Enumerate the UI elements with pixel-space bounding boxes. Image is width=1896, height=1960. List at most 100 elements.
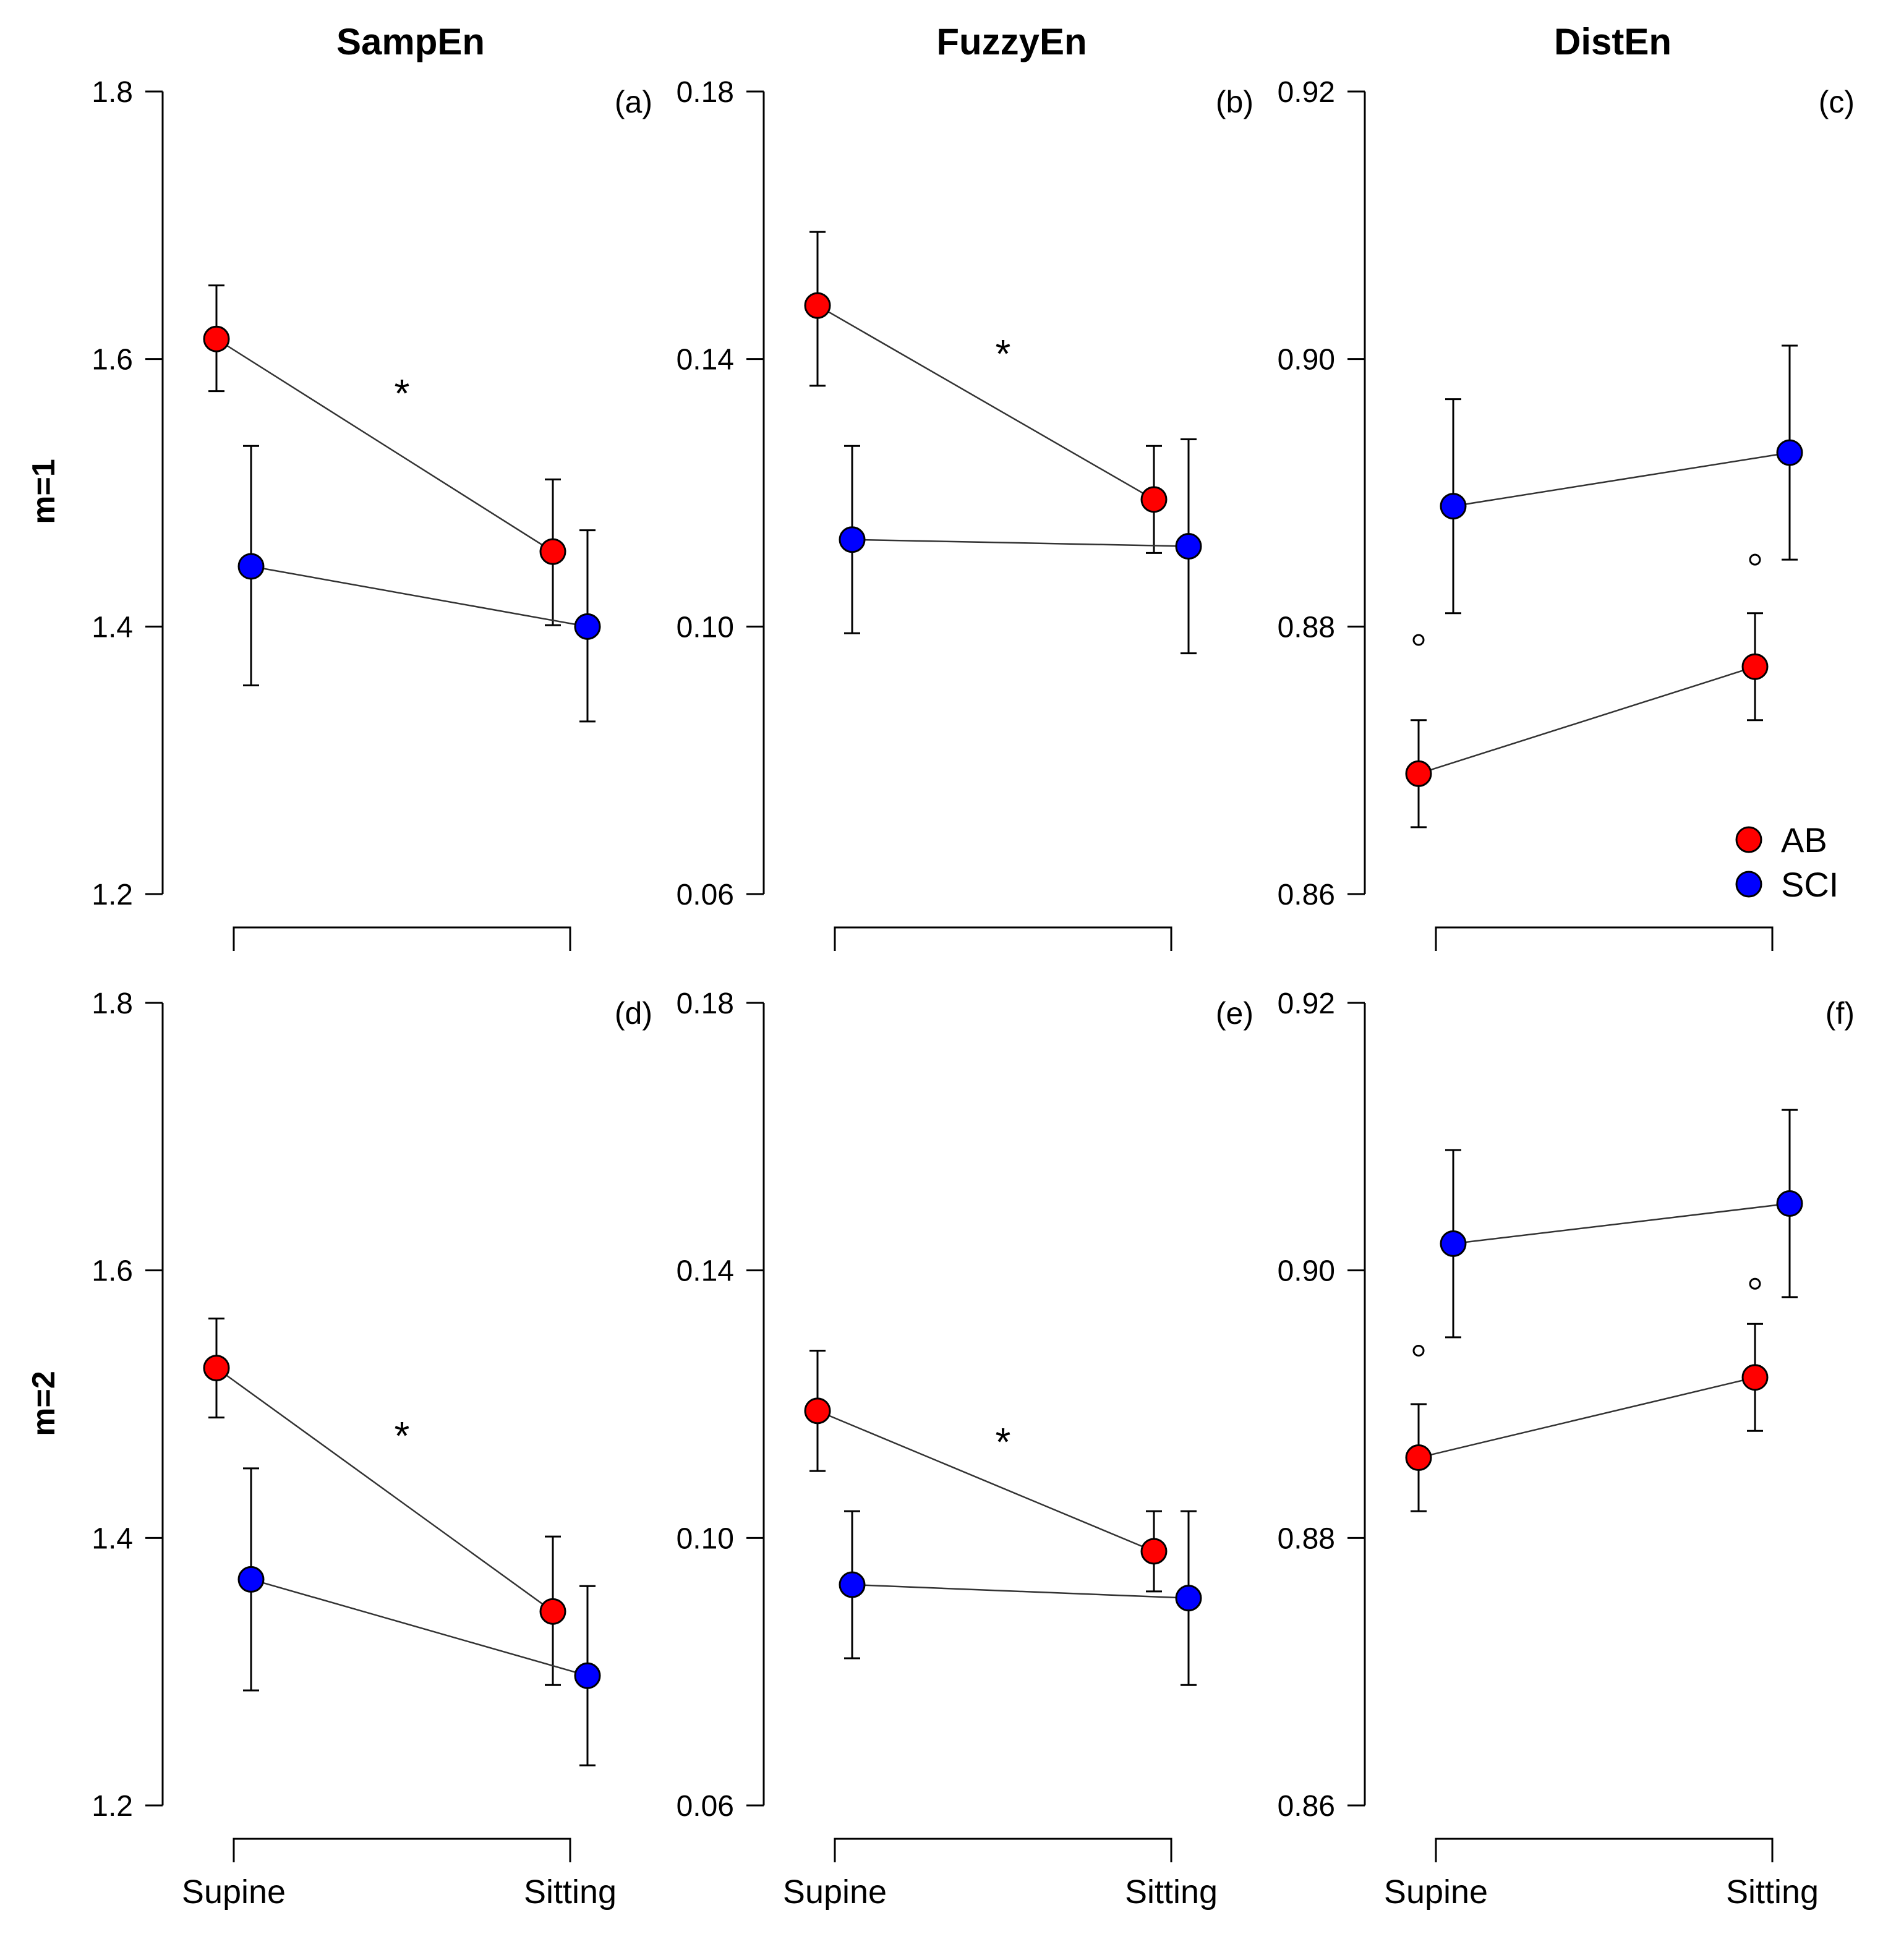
x-category-supine-col3: Supine [1384,1873,1488,1911]
y-tick-label: 0.90 [1278,344,1335,377]
y-tick-label: 1.8 [92,76,133,109]
y-tick-label: 1.4 [92,611,133,644]
panel-c: 0.86 0.88 0.90 0.92 (c) [1278,76,1855,951]
data-point-sci [574,1662,601,1689]
data-point-ab [1140,1538,1168,1565]
legend-marker-sci [1735,871,1762,898]
outlier-point [1749,1277,1761,1290]
y-tick-label: 0.92 [1278,76,1335,109]
y-tick-label: 0.18 [677,987,734,1020]
x-axis-bracket [1435,1838,1774,1862]
outlier-point [1412,634,1425,646]
y-tick-label: 0.06 [677,879,734,911]
data-point-sci [1175,533,1202,560]
outlier-point [1749,553,1761,566]
x-category-sitting-col1: Sitting [524,1873,617,1911]
series-line-sci [1453,1203,1790,1245]
y-tick-label: 1.6 [92,344,133,377]
data-point-sci [237,1566,265,1593]
significance-marker: * [996,331,1011,376]
series-line-ab [216,338,553,553]
significance-marker: * [395,1413,410,1458]
data-point-sci [1175,1585,1202,1612]
panel-tag: (e) [1216,996,1253,1031]
data-point-sci [574,613,601,640]
data-point-ab [539,1598,566,1625]
y-tick-label: 0.86 [1278,1790,1335,1823]
significance-marker: * [395,371,410,415]
series-line-ab [817,305,1155,500]
data-point-ab [804,292,831,319]
data-point-sci [839,526,866,553]
series-line-ab [1418,1376,1756,1459]
data-point-ab [1405,760,1432,787]
y-tick-label: 0.10 [677,611,734,644]
data-point-ab [1741,1364,1769,1391]
column-title-sampen: SampEn [336,21,485,62]
panel-tag: (d) [615,996,652,1031]
column-title-fuzzyen: FuzzyEn [936,21,1087,62]
panel-b: 0.06 0.10 0.14 0.18 (b) * [677,76,1253,951]
series-line-sci [1453,451,1790,507]
data-point-ab [539,538,566,565]
x-category-supine-col1: Supine [182,1873,286,1911]
data-point-ab [203,1355,230,1382]
legend: AB SCI [1735,820,1838,904]
y-tick-label: 0.86 [1278,879,1335,911]
outlier-point [1412,1344,1425,1357]
data-point-sci [1440,1230,1467,1257]
y-tick-label: 0.88 [1278,611,1335,644]
data-point-ab [1405,1444,1432,1472]
y-tick-label: 0.14 [677,1255,734,1288]
series-line-ab [1418,666,1756,775]
x-axis-bracket [1435,926,1774,951]
panel-d: 1.2 1.4 1.6 1.8 (d) * [92,987,652,1862]
series-line-sci [852,539,1189,547]
data-point-sci [1776,439,1803,466]
y-tick-label: 0.18 [677,76,734,109]
y-tick-label: 1.2 [92,1790,133,1823]
data-point-ab [804,1397,831,1425]
series-line-sci [250,565,588,628]
panels: 1.2 1.4 1.6 1.8 (a) * 0.06 0.10 0.14 0.18 (b) * 0.86… [92,76,1855,1862]
y-tick-label: 0.88 [1278,1522,1335,1555]
x-category-supine-col2: Supine [783,1873,887,1911]
y-tick-label: 0.10 [677,1522,734,1555]
y-tick-label: 1.4 [92,1522,133,1555]
x-axis-bracket [233,926,571,951]
data-point-sci [237,553,265,580]
row-label-m1: m=1 [26,459,62,524]
significance-marker: * [996,1420,1011,1464]
x-axis-bracket [834,1838,1172,1862]
y-tick-label: 0.14 [677,344,734,377]
data-point-sci [1440,493,1467,520]
data-point-ab [1140,486,1168,513]
x-axis-bracket [233,1838,571,1862]
panel-a: 1.2 1.4 1.6 1.8 (a) * [92,76,652,951]
panel-tag: (b) [1216,85,1253,119]
series-line-ab [216,1367,553,1613]
panel-f: 0.86 0.88 0.90 0.92 (f) [1278,987,1855,1862]
y-tick-label: 1.2 [92,879,133,911]
legend-marker-ab [1735,826,1762,853]
legend-label-sci: SCI [1781,865,1838,904]
y-tick-label: 1.8 [92,987,133,1020]
column-title-disten: DistEn [1554,21,1672,62]
data-point-sci [1776,1190,1803,1217]
data-point-sci [839,1571,866,1598]
data-point-ab [203,325,230,352]
x-axis-bracket [834,926,1172,951]
series-line-sci [250,1579,588,1677]
series-line-ab [817,1410,1155,1553]
y-tick-label: 1.6 [92,1255,133,1288]
x-category-sitting-col2: Sitting [1125,1873,1218,1911]
panel-tag: (a) [615,85,652,119]
panel-tag: (f) [1826,996,1855,1031]
x-category-sitting-col3: Sitting [1726,1873,1819,1911]
panel-tag: (c) [1819,85,1855,119]
series-line-sci [852,1583,1189,1599]
y-tick-label: 0.90 [1278,1255,1335,1288]
row-label-m2: m=2 [26,1371,62,1436]
y-tick-label: 0.06 [677,1790,734,1823]
